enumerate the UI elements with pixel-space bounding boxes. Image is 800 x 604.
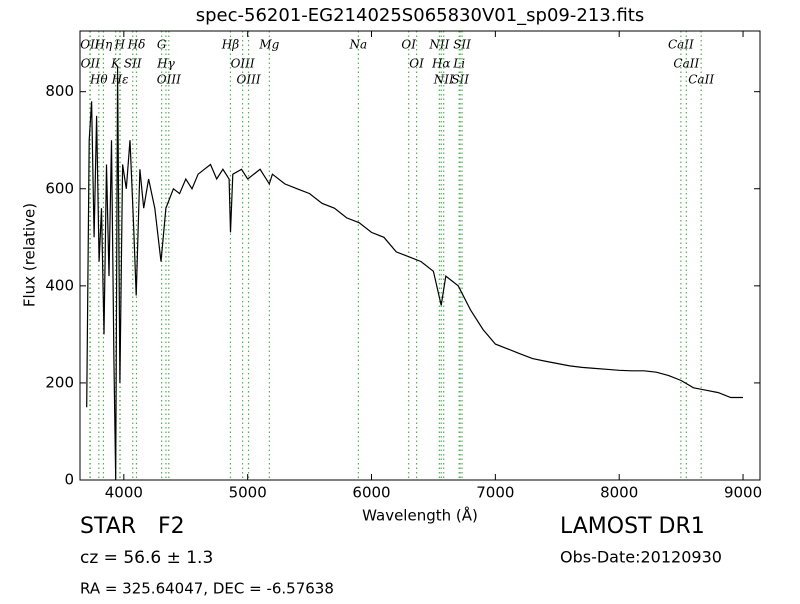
spectral-line-label: CaII: [688, 73, 714, 87]
spectral-line-label: Hα: [431, 57, 451, 71]
spectral-line-label: OIII: [157, 73, 181, 87]
spectral-line-label: SII: [453, 38, 471, 52]
spectral-line-label: Li: [452, 57, 465, 71]
spectral-line-label: SII: [124, 57, 142, 71]
x-tick-label: 9000: [724, 484, 762, 502]
spectral-line-label: Hθ: [89, 73, 108, 87]
spectral-line-label: NII: [433, 73, 454, 87]
spectral-line-label: NII: [428, 38, 449, 52]
spectral-line-label: CaII: [668, 38, 694, 52]
y-tick-label: 200: [45, 373, 74, 391]
spectral-line-label: Hη: [94, 38, 113, 52]
x-axis-label: Wavelength (Å): [362, 506, 478, 525]
y-tick-label: 600: [45, 179, 74, 197]
x-tick-label: 7000: [476, 484, 514, 502]
object-class: STAR: [80, 514, 136, 539]
x-tick-label: 5000: [229, 484, 267, 502]
spectral-line-label: SII: [451, 73, 469, 87]
spectral-line-label: Hε: [111, 73, 129, 87]
spectral-line-label: G: [157, 38, 167, 52]
spectral-line-label: OIII: [231, 57, 255, 71]
x-tick-label: 4000: [105, 484, 143, 502]
plot-frame: [79, 30, 761, 481]
coordinates: RA = 325.64047, DEC = -6.57638: [80, 580, 334, 598]
spectral-line-label: OI: [409, 57, 424, 71]
spectral-line-label: Na: [349, 38, 368, 52]
spectral-line-label: CaII: [673, 57, 699, 71]
obs-date: Obs-Date:20120930: [560, 548, 722, 567]
spectral-line-label: OIII: [237, 73, 261, 87]
spectral-line-label: K: [110, 57, 121, 71]
y-tick-label: 400: [45, 276, 74, 294]
chart-title: spec-56201-EG214025S065830V01_sp09-213.f…: [196, 5, 644, 26]
x-tick-label: 6000: [352, 484, 390, 502]
spectral-line-label: Hδ: [127, 38, 146, 52]
redshift: cz = 56.6 ± 1.3: [80, 548, 213, 568]
y-axis-label: Flux (relative): [21, 203, 39, 307]
x-tick-label: 8000: [600, 484, 638, 502]
spectral-line-label: OII: [81, 57, 101, 71]
spectrum-line: [86, 67, 743, 481]
y-tick-label: 800: [45, 82, 74, 100]
y-tick-label: 0: [64, 471, 74, 489]
spectral-line-label: Mg: [258, 38, 279, 52]
object-subclass: F2: [158, 514, 185, 539]
spectral-line-label: OI: [401, 38, 416, 52]
spectral-line-label: Hγ: [156, 57, 175, 71]
survey: LAMOST DR1: [560, 514, 705, 539]
spectral-line-label: Hβ: [221, 38, 239, 52]
